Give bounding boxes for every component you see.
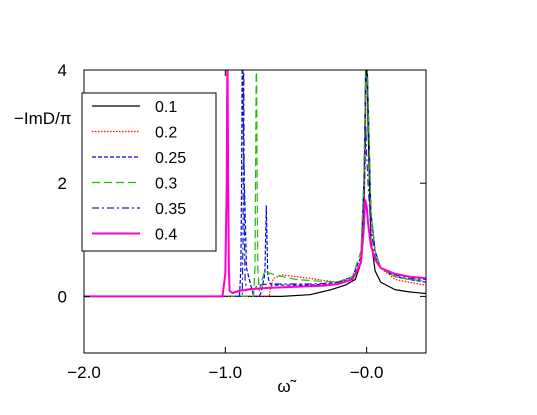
series-line-0.4	[84, 70, 426, 298]
legend-label-0.35: 0.35	[155, 201, 186, 218]
x-axis-label: ω̃	[277, 377, 296, 396]
series-layer	[84, 70, 426, 298]
series-line-0.2	[84, 70, 426, 297]
legend-box	[81, 92, 217, 252]
legend-label-0.1: 0.1	[155, 99, 177, 116]
series-line-0.35	[84, 70, 426, 297]
x-tick-label: −0.0	[350, 363, 384, 382]
x-tick-label: −1.0	[209, 363, 243, 382]
legend-label-0.2: 0.2	[155, 125, 177, 142]
x-tick-label: −2.0	[67, 363, 101, 382]
y-tick-label: 0	[58, 287, 67, 306]
legend: 0.1 0.2 0.25 0.3 0.35 0.4	[81, 92, 217, 252]
legend-label-0.3: 0.3	[155, 176, 177, 193]
y-axis-label: −ImD/π	[14, 109, 72, 128]
legend-label-0.25: 0.25	[155, 150, 186, 167]
x-axis: −2.0 −1.0 −0.0	[67, 70, 383, 382]
y-tick-label: 4	[58, 61, 67, 80]
legend-label-0.4: 0.4	[155, 227, 177, 244]
series-line-0.3	[84, 70, 426, 297]
y-tick-label: 2	[58, 174, 67, 193]
